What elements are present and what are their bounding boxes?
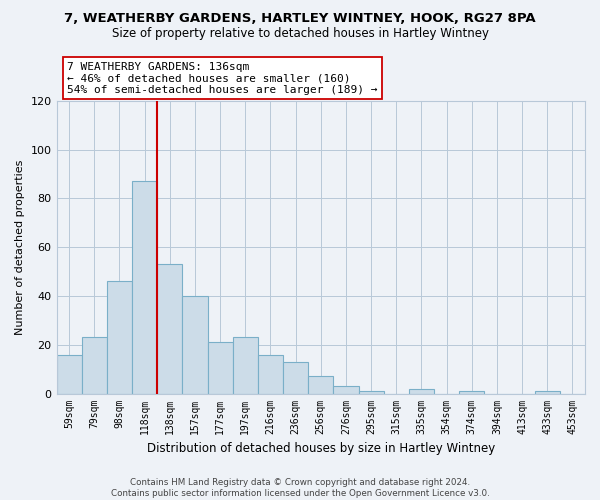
Bar [535,391,560,394]
Bar [359,391,383,394]
Text: 7 WEATHERBY GARDENS: 136sqm
← 46% of detached houses are smaller (160)
54% of se: 7 WEATHERBY GARDENS: 136sqm ← 46% of det… [67,62,377,95]
Bar [182,296,208,394]
Text: Size of property relative to detached houses in Hartley Wintney: Size of property relative to detached ho… [112,28,488,40]
Bar [258,354,283,394]
Bar [208,342,233,394]
Bar [283,362,308,394]
Bar [308,376,334,394]
Bar [233,338,258,394]
Y-axis label: Number of detached properties: Number of detached properties [15,160,25,335]
X-axis label: Distribution of detached houses by size in Hartley Wintney: Distribution of detached houses by size … [146,442,495,455]
Text: 7, WEATHERBY GARDENS, HARTLEY WINTNEY, HOOK, RG27 8PA: 7, WEATHERBY GARDENS, HARTLEY WINTNEY, H… [64,12,536,26]
Text: Contains HM Land Registry data © Crown copyright and database right 2024.
Contai: Contains HM Land Registry data © Crown c… [110,478,490,498]
Bar [334,386,359,394]
Bar [409,388,434,394]
Bar [107,282,132,394]
Bar [56,354,82,394]
Bar [132,182,157,394]
Bar [459,391,484,394]
Bar [82,338,107,394]
Bar [157,264,182,394]
